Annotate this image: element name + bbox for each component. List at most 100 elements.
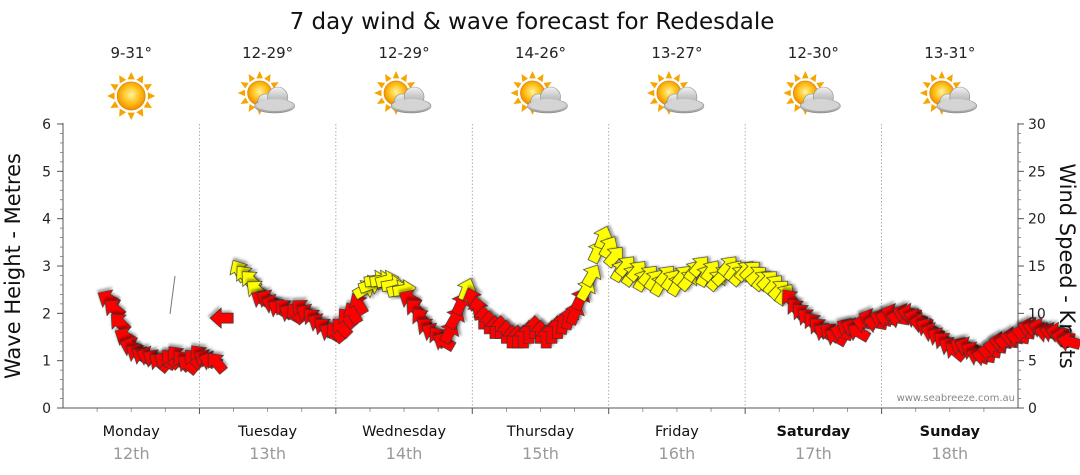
day-temperature: 9-31° — [110, 44, 152, 62]
sun-ray — [240, 82, 249, 89]
cloud-shape — [390, 86, 432, 114]
sun-ray — [930, 73, 938, 82]
sun-ray — [794, 104, 801, 113]
left-axis: 0 1 2 3 4 5 6 — [42, 117, 63, 417]
sun-ray — [136, 108, 144, 117]
left-tick-label: 2 — [42, 306, 51, 322]
sun-ray — [143, 101, 152, 108]
sun-ray — [110, 101, 119, 108]
sun-ray — [657, 73, 665, 82]
cloud-shape — [254, 86, 295, 114]
left-tick-label: 0 — [42, 401, 51, 417]
day-name-label: Sunday — [920, 424, 981, 440]
sun-ray — [407, 82, 416, 89]
credit-text: www.seabreeze.com.au — [897, 393, 1015, 404]
sun-ray — [543, 82, 552, 89]
sun-ray — [385, 73, 392, 82]
left-tick-label: 3 — [42, 259, 51, 275]
sun-disc — [116, 81, 146, 111]
partly-cloudy-icon — [510, 71, 568, 115]
sun-ray — [256, 71, 263, 79]
weather-row: 9-31° 12-29° 12-29° 14-26° 13-27° 12-30° 13-31… — [107, 44, 978, 120]
sun-ray — [377, 82, 386, 89]
sun-ray — [922, 82, 931, 89]
sun-ray — [127, 72, 135, 80]
right-tick-label: 30 — [1028, 117, 1046, 133]
sun-ray — [270, 82, 279, 89]
wind-arrow — [209, 307, 234, 329]
sun-ray — [794, 73, 801, 82]
sun-ray — [392, 71, 400, 79]
day-date-label: 14th — [386, 444, 423, 463]
day-date-label: 18th — [931, 444, 968, 463]
sun-ray — [536, 73, 544, 82]
sun-ray — [119, 108, 127, 117]
sun-ray — [400, 73, 408, 82]
day-name-label: Wednesday — [362, 424, 446, 440]
sun-ray — [783, 89, 791, 97]
cloud-shape — [936, 86, 978, 114]
day-date-label: 13th — [249, 444, 286, 463]
wind-connector-line — [169, 275, 176, 315]
sun-ray — [147, 92, 156, 100]
sun-ray — [952, 82, 961, 89]
sun-ray — [946, 73, 953, 82]
sun-ray — [919, 89, 928, 97]
sun-ray — [240, 97, 249, 104]
sun-ray — [521, 104, 529, 113]
sun-ray — [938, 71, 946, 79]
day-temperature: 13-27° — [651, 44, 702, 62]
sun-ray — [377, 97, 386, 104]
cloud-shape — [663, 86, 705, 114]
sun-ray — [802, 71, 809, 79]
partly-cloudy-icon — [919, 71, 978, 115]
left-tick-label: 4 — [42, 212, 51, 228]
right-tick-label: 5 — [1028, 354, 1037, 370]
sun-ray — [657, 104, 665, 113]
day-name-label: Monday — [103, 424, 161, 440]
sun-ray — [673, 73, 680, 82]
day-name-label: Thursday — [506, 424, 575, 440]
sun-ray — [930, 104, 938, 113]
chart-title: 7 day wind & wave forecast for Redesdale — [290, 9, 775, 35]
partly-cloudy-icon — [646, 71, 705, 115]
left-tick-label: 5 — [42, 164, 51, 180]
sun-ray — [248, 104, 256, 113]
day-name-label: Saturday — [776, 424, 850, 440]
day-temperature: 12-29° — [242, 44, 293, 62]
left-tick-label: 6 — [42, 117, 51, 133]
sun-ray — [521, 73, 529, 82]
sun-ray — [237, 89, 246, 97]
right-tick-label: 20 — [1028, 212, 1046, 228]
wind-arrows — [97, 225, 1080, 376]
sun-ray — [816, 82, 825, 89]
wind-arrow — [207, 353, 228, 375]
sun-ray — [786, 82, 795, 89]
sun-icon — [107, 72, 156, 120]
wind-arrow — [1057, 331, 1080, 352]
sun-ray — [374, 89, 382, 97]
cloud-shape — [800, 86, 841, 114]
day-name-label: Friday — [655, 424, 699, 440]
sun-ray — [809, 73, 817, 82]
day-labels: Monday 12th Tuesday 13th Wednesday 14th Thursd… — [103, 424, 981, 463]
day-temperature: 13-31° — [924, 44, 975, 62]
sun-ray — [786, 97, 795, 104]
day-date-label: 16th — [659, 444, 696, 463]
sun-ray — [922, 97, 931, 104]
sun-ray — [127, 112, 135, 120]
right-tick-label: 25 — [1028, 164, 1046, 180]
sun-ray — [649, 97, 658, 104]
sun-ray — [385, 104, 392, 113]
sun-ray — [264, 73, 271, 82]
sun-ray — [510, 89, 518, 97]
cloud-shape — [527, 86, 568, 114]
partly-cloudy-icon — [374, 71, 432, 115]
sun-ray — [107, 92, 115, 100]
right-tick-label: 0 — [1028, 401, 1037, 417]
left-tick-label: 1 — [42, 354, 51, 370]
day-date-label: 17th — [795, 444, 832, 463]
sun-ray — [529, 71, 536, 79]
